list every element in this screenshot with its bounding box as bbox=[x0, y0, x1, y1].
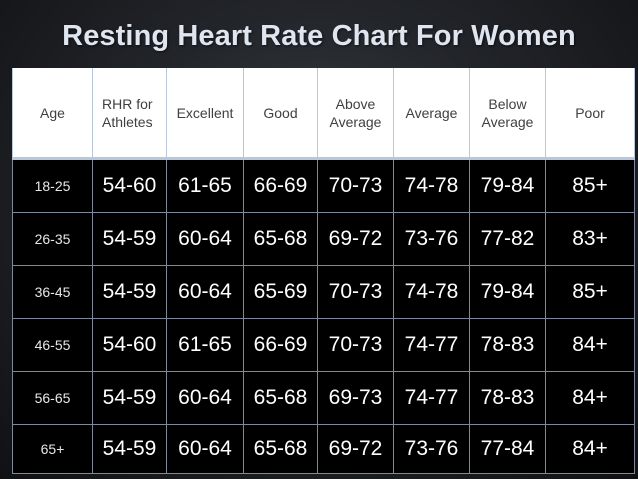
cell-above-average: 69-72 bbox=[317, 424, 394, 474]
table-row: 18-25 54-60 61-65 66-69 70-73 74-78 79-84 85+ bbox=[12, 158, 635, 213]
column-header-above-average: Above Average bbox=[317, 68, 394, 159]
cell-rhr-athletes: 54-59 bbox=[92, 212, 167, 266]
table-row: 56-65 54-59 60-64 65-68 69-73 74-77 78-83 84+ bbox=[12, 371, 635, 425]
cell-age: 65+ bbox=[12, 424, 93, 474]
cell-poor: 84+ bbox=[545, 371, 635, 425]
cell-poor: 85+ bbox=[545, 158, 635, 213]
column-header-below-average: Below Average bbox=[469, 68, 546, 159]
cell-below-average: 77-82 bbox=[469, 212, 546, 266]
cell-excellent: 60-64 bbox=[166, 424, 244, 474]
cell-excellent: 61-65 bbox=[166, 318, 244, 372]
table-row: 46-55 54-60 61-65 66-69 70-73 74-77 78-83 84+ bbox=[12, 318, 635, 372]
heart-rate-table: Age RHR for Athletes Excellent Good Abov… bbox=[12, 68, 635, 474]
table-row: 26-35 54-59 60-64 65-68 69-72 73-76 77-82 83+ bbox=[12, 212, 635, 266]
table-row: 36-45 54-59 60-64 65-69 70-73 74-78 79-84 85+ bbox=[12, 265, 635, 319]
cell-age: 18-25 bbox=[12, 158, 93, 213]
column-header-age: Age bbox=[12, 68, 93, 159]
cell-excellent: 60-64 bbox=[166, 212, 244, 266]
cell-above-average: 69-73 bbox=[317, 371, 394, 425]
cell-below-average: 79-84 bbox=[469, 265, 546, 319]
cell-good: 65-68 bbox=[243, 424, 318, 474]
chart-title: Resting Heart Rate Chart For Women bbox=[62, 20, 576, 52]
cell-age: 36-45 bbox=[12, 265, 93, 319]
cell-excellent: 60-64 bbox=[166, 265, 244, 319]
cell-rhr-athletes: 54-59 bbox=[92, 265, 167, 319]
column-header-poor: Poor bbox=[545, 68, 635, 159]
column-header-rhr-athletes: RHR for Athletes bbox=[92, 68, 167, 159]
cell-poor: 83+ bbox=[545, 212, 635, 266]
cell-good: 66-69 bbox=[243, 318, 318, 372]
cell-average: 74-78 bbox=[393, 265, 470, 319]
cell-rhr-athletes: 54-59 bbox=[92, 424, 167, 474]
cell-above-average: 69-72 bbox=[317, 212, 394, 266]
table-body: 18-25 54-60 61-65 66-69 70-73 74-78 79-84 85+ 26… bbox=[12, 158, 635, 474]
table-row: 65+ 54-59 60-64 65-68 69-72 73-76 77-84 84+ bbox=[12, 424, 635, 474]
cell-age: 46-55 bbox=[12, 318, 93, 372]
cell-excellent: 60-64 bbox=[166, 371, 244, 425]
cell-rhr-athletes: 54-59 bbox=[92, 371, 167, 425]
column-header-average: Average bbox=[393, 68, 470, 159]
cell-above-average: 70-73 bbox=[317, 318, 394, 372]
cell-below-average: 77-84 bbox=[469, 424, 546, 474]
cell-age: 56-65 bbox=[12, 371, 93, 425]
cell-excellent: 61-65 bbox=[166, 158, 244, 213]
cell-rhr-athletes: 54-60 bbox=[92, 318, 167, 372]
cell-above-average: 70-73 bbox=[317, 158, 394, 213]
cell-average: 73-76 bbox=[393, 212, 470, 266]
cell-average: 73-76 bbox=[393, 424, 470, 474]
cell-below-average: 79-84 bbox=[469, 158, 546, 213]
cell-good: 66-69 bbox=[243, 158, 318, 213]
cell-above-average: 70-73 bbox=[317, 265, 394, 319]
cell-poor: 84+ bbox=[545, 424, 635, 474]
header-row: Age RHR for Athletes Excellent Good Abov… bbox=[12, 68, 635, 159]
cell-poor: 85+ bbox=[545, 265, 635, 319]
cell-average: 74-77 bbox=[393, 371, 470, 425]
column-header-good: Good bbox=[243, 68, 318, 159]
cell-rhr-athletes: 54-60 bbox=[92, 158, 167, 213]
cell-age: 26-35 bbox=[12, 212, 93, 266]
cell-good: 65-68 bbox=[243, 212, 318, 266]
cell-poor: 84+ bbox=[545, 318, 635, 372]
cell-good: 65-68 bbox=[243, 371, 318, 425]
cell-below-average: 78-83 bbox=[469, 371, 546, 425]
column-header-excellent: Excellent bbox=[166, 68, 244, 159]
cell-average: 74-77 bbox=[393, 318, 470, 372]
cell-below-average: 78-83 bbox=[469, 318, 546, 372]
cell-good: 65-69 bbox=[243, 265, 318, 319]
cell-average: 74-78 bbox=[393, 158, 470, 213]
